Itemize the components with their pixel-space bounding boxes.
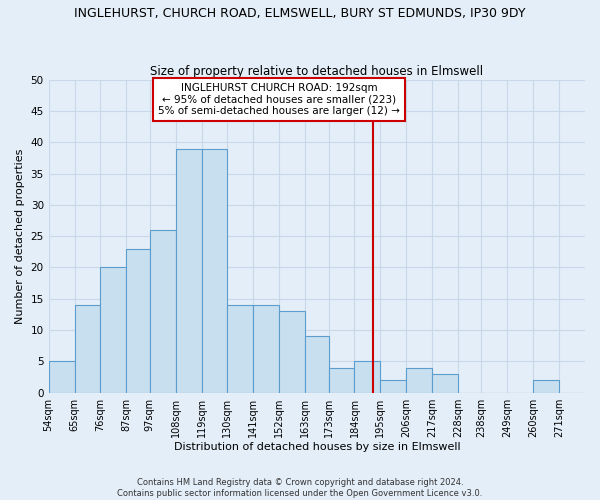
Bar bbox=[227, 305, 253, 392]
Bar bbox=[380, 380, 406, 392]
Bar bbox=[150, 230, 176, 392]
Bar bbox=[432, 374, 458, 392]
Bar bbox=[176, 148, 202, 392]
Bar bbox=[355, 362, 380, 392]
Text: INGLEHURST, CHURCH ROAD, ELMSWELL, BURY ST EDMUNDS, IP30 9DY: INGLEHURST, CHURCH ROAD, ELMSWELL, BURY … bbox=[74, 8, 526, 20]
Bar bbox=[126, 248, 150, 392]
Y-axis label: Number of detached properties: Number of detached properties bbox=[15, 148, 25, 324]
Bar bbox=[305, 336, 329, 392]
Bar bbox=[253, 305, 279, 392]
Bar bbox=[49, 362, 74, 392]
Bar bbox=[202, 148, 227, 392]
Bar bbox=[279, 312, 305, 392]
Bar bbox=[329, 368, 355, 392]
Bar bbox=[74, 305, 100, 392]
Bar bbox=[533, 380, 559, 392]
Text: INGLEHURST CHURCH ROAD: 192sqm
← 95% of detached houses are smaller (223)
5% of : INGLEHURST CHURCH ROAD: 192sqm ← 95% of … bbox=[158, 83, 400, 116]
Title: Size of property relative to detached houses in Elmswell: Size of property relative to detached ho… bbox=[150, 66, 484, 78]
Bar bbox=[100, 268, 126, 392]
Text: Contains HM Land Registry data © Crown copyright and database right 2024.
Contai: Contains HM Land Registry data © Crown c… bbox=[118, 478, 482, 498]
X-axis label: Distribution of detached houses by size in Elmswell: Distribution of detached houses by size … bbox=[173, 442, 460, 452]
Bar bbox=[406, 368, 432, 392]
